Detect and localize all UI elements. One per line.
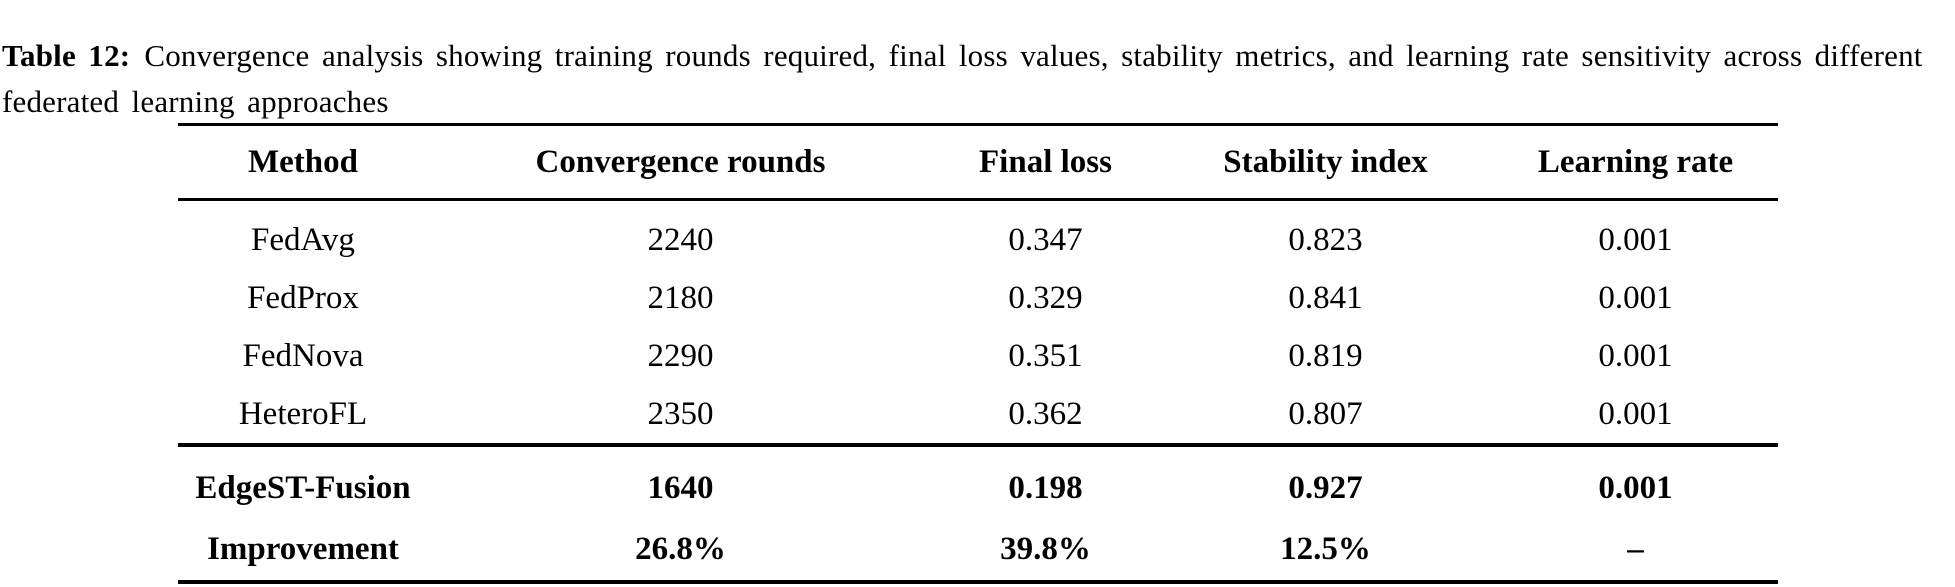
col-header-stability-index: Stability index: [1223, 143, 1428, 180]
method-cell: FedAvg: [251, 221, 355, 258]
value-cell: 26.8%: [635, 531, 726, 567]
header-row: Method Convergence rounds Final loss Sta…: [178, 125, 1778, 200]
value-cell: 0.001: [1598, 469, 1673, 506]
value-cell: 0.198: [1008, 469, 1083, 506]
value-cell: 0.819: [1288, 337, 1363, 374]
table-caption-label: Table 12:: [2, 38, 131, 73]
value-cell: 0.807: [1288, 395, 1363, 432]
col-header-convergence-rounds: Convergence rounds: [535, 143, 826, 180]
value-cell: 0.347: [1008, 221, 1083, 258]
method-cell: EdgeST-Fusion: [195, 469, 411, 506]
value-cell: 0.927: [1288, 469, 1363, 506]
value-cell: 0.329: [1008, 279, 1083, 316]
table-body-summary: EdgeST-Fusion 1640 0.198 0.927 0.001 Imp…: [178, 445, 1778, 582]
value-cell: 0.001: [1598, 395, 1673, 432]
value-cell: 0.841: [1288, 279, 1363, 316]
table-row-fedavg: FedAvg 2240 0.347 0.823 0.001: [178, 200, 1778, 270]
value-cell: 0.362: [1008, 395, 1083, 432]
table-row-fedprox: FedProx 2180 0.329 0.841 0.001: [178, 269, 1778, 327]
value-cell: 2350: [647, 395, 714, 432]
table-body-baselines: FedAvg 2240 0.347 0.823 0.001 FedProx 21…: [178, 200, 1778, 445]
method-cell: FedProx: [247, 279, 359, 316]
value-cell: 39.8%: [1000, 531, 1091, 567]
col-header-final-loss: Final loss: [979, 143, 1112, 180]
value-cell: 0.001: [1598, 279, 1673, 316]
value-cell: 0.001: [1598, 221, 1673, 258]
col-header-method: Method: [248, 143, 358, 180]
value-cell: 2180: [647, 279, 714, 316]
table-row-improvement: Improvement 26.8% 39.8% 12.5% –: [178, 519, 1778, 582]
table-row-heterofl: HeteroFL 2350 0.362 0.807 0.001: [178, 385, 1778, 445]
value-cell: 12.5%: [1280, 531, 1371, 567]
table-caption-text: Convergence analysis showing training ro…: [2, 38, 1923, 119]
table-caption: Table 12: Convergence analysis showing tr…: [2, 33, 1953, 125]
table-header: Method Convergence rounds Final loss Sta…: [178, 125, 1778, 200]
col-header-learning-rate: Learning rate: [1537, 143, 1734, 180]
table-row-edgest-fusion: EdgeST-Fusion 1640 0.198 0.927 0.001: [178, 445, 1778, 519]
convergence-table: Method Convergence rounds Final loss Sta…: [178, 123, 1778, 584]
value-cell: 0.823: [1288, 221, 1363, 258]
table-row-fednova: FedNova 2290 0.351 0.819 0.001: [178, 327, 1778, 385]
value-cell: 0.351: [1008, 337, 1083, 374]
value-cell: 2240: [647, 221, 714, 258]
value-cell: 1640: [647, 469, 714, 506]
value-cell: 0.001: [1598, 337, 1673, 374]
value-cell: –: [1627, 531, 1644, 567]
method-cell: FedNova: [242, 337, 364, 374]
value-cell: 2290: [647, 337, 714, 374]
method-cell: HeteroFL: [238, 395, 368, 432]
method-cell: Improvement: [207, 531, 399, 567]
